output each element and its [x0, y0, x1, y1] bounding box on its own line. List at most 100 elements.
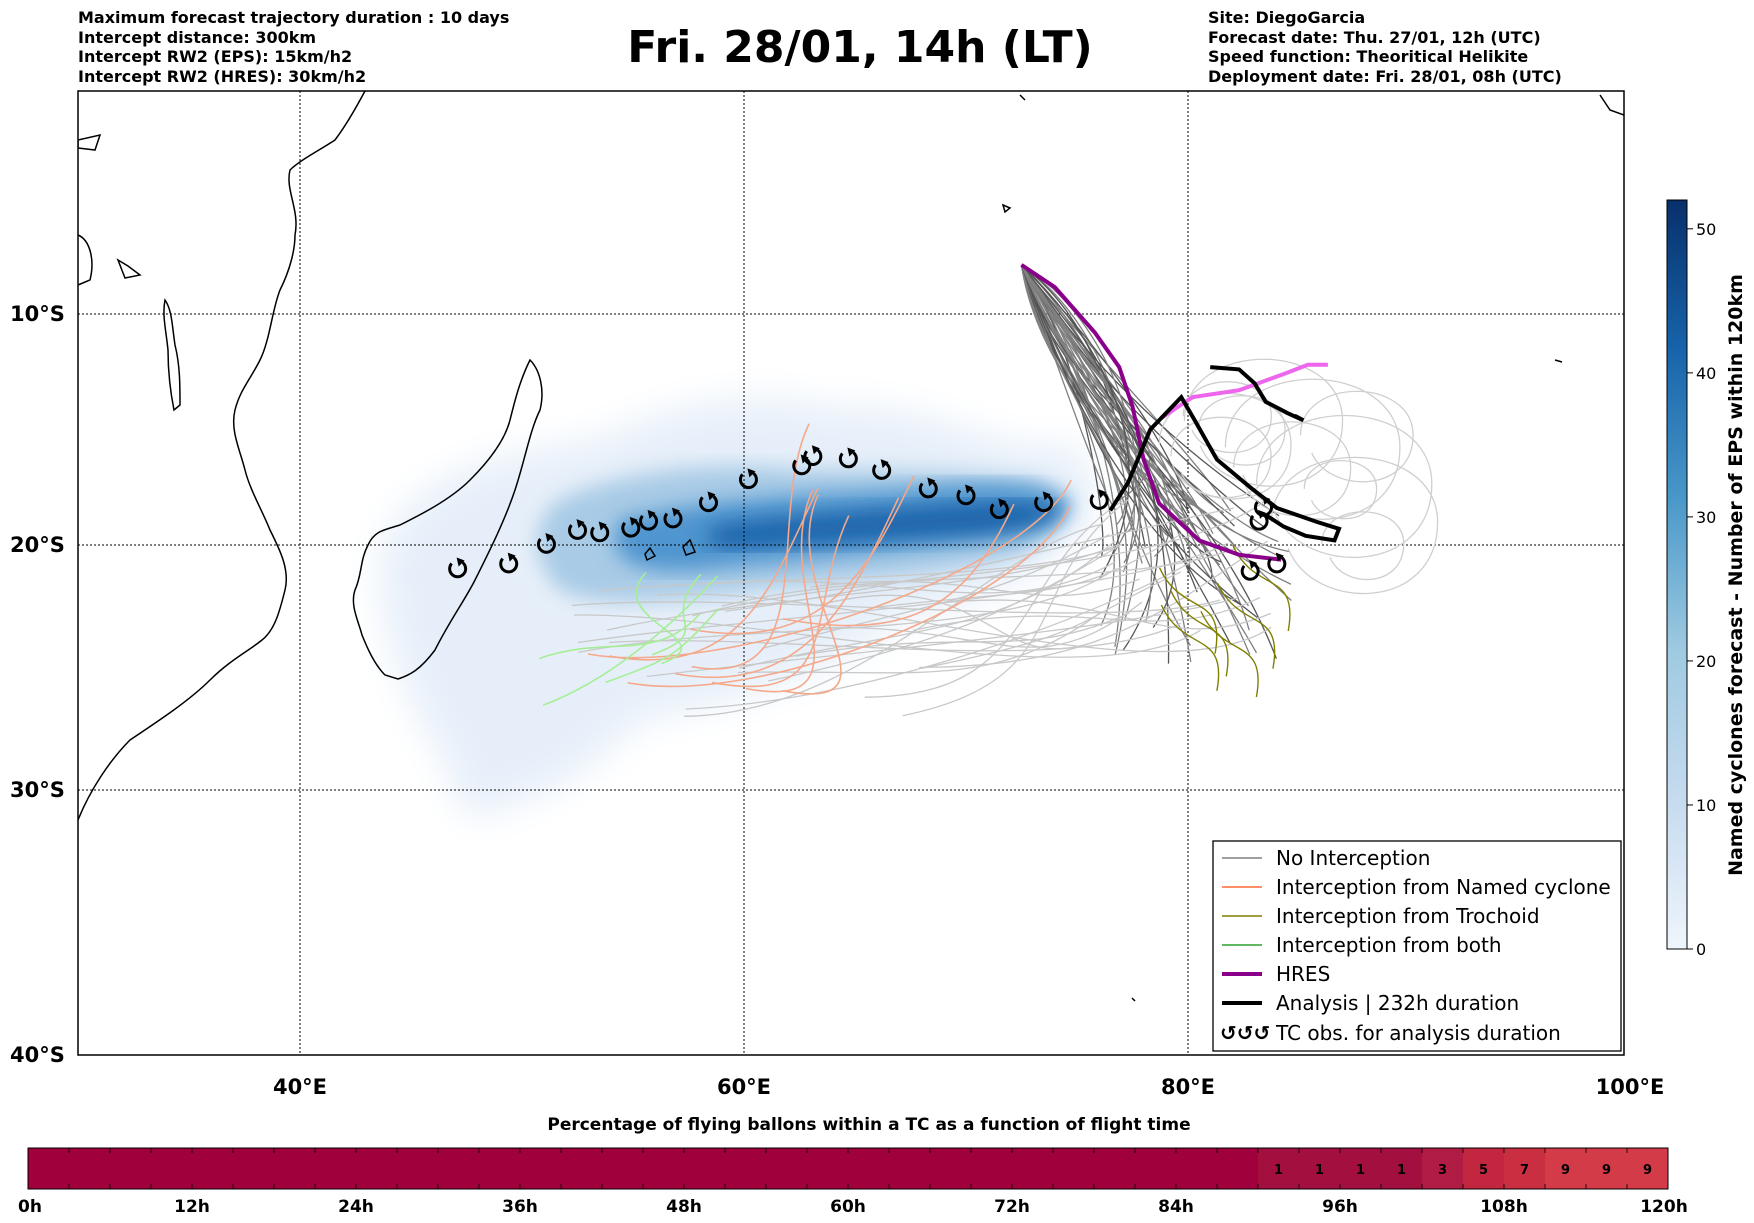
- flight-time-bar-ticks: 0h 12h 24h 36h 48h 60h 72h 84h 96h 108h 120h: [18, 1197, 1688, 1217]
- lat-label: 10°S: [10, 302, 65, 326]
- trajectory-line: [737, 611, 1103, 674]
- cyclone-icon: [1240, 559, 1260, 581]
- hres-track: [1020, 263, 1282, 562]
- flight-time-cell: [1627, 1148, 1668, 1189]
- island-coastline: [116, 258, 142, 279]
- trajectory-line: [1200, 610, 1259, 698]
- lake-coastline: [163, 298, 181, 412]
- trajectory-line: [598, 547, 1116, 592]
- flight-time-cell: [1340, 1148, 1381, 1189]
- flight-time-cell-label: 5: [1479, 1163, 1488, 1178]
- trajectory-line: [938, 599, 1272, 630]
- trajectory-line: [1182, 381, 1272, 454]
- flight-time-cell-label: 9: [1602, 1163, 1611, 1178]
- cyclone-icon: [1254, 496, 1273, 517]
- trajectory-line: [1233, 421, 1352, 517]
- flight-time-bar-cells: 1 1 1 1 3 5 7 9 9 9: [1258, 1148, 1668, 1189]
- cyclone-icon: [537, 533, 556, 554]
- trajectory-line: [782, 494, 842, 695]
- flight-time-cell-label: 1: [1274, 1163, 1283, 1178]
- colorbar-tick-label: 0: [1696, 940, 1706, 959]
- colorbar-tick-label: 40: [1696, 364, 1716, 383]
- flight-time-cell: [1299, 1148, 1340, 1189]
- lon-label: 100°E: [1596, 1075, 1665, 1099]
- lon-label: 60°E: [717, 1075, 771, 1099]
- trajectory-line: [651, 573, 702, 656]
- legend-box: [1212, 840, 1622, 1052]
- page-title: Fri. 28/01, 14h (LT): [627, 22, 1093, 73]
- header-left-line: Intercept distance: 300km: [78, 27, 317, 47]
- colorbar-tick-label: 10: [1696, 796, 1716, 815]
- legend-label: Interception from Named cyclone: [1276, 875, 1611, 899]
- trajectory-line: [675, 497, 900, 679]
- flight-time-tick-label: 108h: [1480, 1197, 1528, 1217]
- flight-time-bar: Percentage of flying ballons within a TC…: [18, 1115, 1688, 1217]
- flight-time-cell-label: 9: [1561, 1163, 1570, 1178]
- hres-track-alt: [1160, 362, 1328, 420]
- arabia-coastline: [78, 133, 102, 151]
- map-panel: [78, 91, 1624, 1055]
- trajectory-line: [657, 593, 1272, 653]
- trajectory-line: [711, 515, 850, 688]
- cyclone-icon: [1089, 489, 1109, 510]
- colorbar-tick-label: 30: [1696, 508, 1716, 527]
- trajectory-line: [1021, 264, 1130, 580]
- flight-time-tick-label: 72h: [994, 1197, 1030, 1217]
- colorbar-title: Named cyclones forecast - Number of EPS …: [1725, 274, 1747, 876]
- trajectory-line: [691, 423, 810, 670]
- trajectory-line: [1321, 511, 1405, 581]
- legend-label: Analysis | 232h duration: [1276, 991, 1519, 1015]
- trajectory-line: [768, 543, 1123, 682]
- trajectory-line: [646, 597, 1238, 678]
- gridlines: [78, 91, 1624, 1055]
- colorbar-tick-label: 50: [1696, 220, 1716, 239]
- header-left-line: Maximum forecast trajectory duration : 1…: [78, 8, 510, 27]
- cyclone-icon: [918, 477, 938, 499]
- flight-time-cell-label: 9: [1643, 1163, 1652, 1178]
- flight-time-cell-label: 7: [1520, 1163, 1529, 1178]
- trajectory-line: [609, 622, 1182, 652]
- trajectory-line: [684, 523, 1103, 717]
- trajectory-line: [1256, 415, 1433, 559]
- trajectory-line: [721, 545, 1242, 607]
- trajectory-line: [605, 608, 720, 684]
- flight-time-cell-label: 1: [1315, 1163, 1324, 1178]
- trajectory-line: [1020, 264, 1258, 618]
- trajectory-line: [819, 601, 1143, 648]
- reunion-coastline: [682, 538, 697, 556]
- india-coastline: [1599, 94, 1624, 116]
- trajectory-line: [692, 498, 1269, 617]
- header-left-info: Maximum forecast trajectory duration : 1…: [78, 8, 509, 86]
- trajectory-line: [1299, 390, 1414, 483]
- cyclone-icon: [590, 521, 610, 543]
- coastlines: [78, 91, 1624, 1002]
- flight-time-bar-frame: [27, 1147, 1669, 1190]
- trajectory-line: [1303, 460, 1378, 520]
- cyclone-icon: [803, 445, 823, 466]
- trajectory-line: [571, 599, 1221, 614]
- trajectory-line: [1020, 264, 1222, 563]
- lat-label: 20°S: [10, 533, 65, 557]
- trajectory-line: [864, 500, 1124, 698]
- header-right-line: Site: DiegoGarcia: [1208, 8, 1366, 27]
- flight-time-bar-minor-ticks: [27, 1148, 1669, 1189]
- trajectory-line: [606, 543, 1120, 631]
- lon-axis-labels: 40°E 60°E 80°E 100°E: [273, 1075, 1664, 1099]
- trajectory-line: [795, 612, 1130, 657]
- header-left-line: Intercept RW2 (HRES): 30km/h2: [78, 66, 367, 86]
- island-coastline: [1554, 359, 1563, 363]
- trajectory-line: [609, 487, 819, 661]
- cyclone-icon: [956, 484, 976, 506]
- flight-time-cell-label: 1: [1356, 1163, 1365, 1178]
- lon-label: 40°E: [273, 1075, 327, 1099]
- island-coastline: [1019, 94, 1026, 101]
- trajectory-line: [690, 475, 915, 635]
- trajectory-line: [745, 489, 815, 693]
- cyclone-icon: [621, 516, 641, 538]
- flight-time-cell: [1463, 1148, 1504, 1189]
- legend-label: Interception from both: [1276, 933, 1502, 957]
- trajectory-line: [810, 578, 1140, 597]
- header-right-info: Site: DiegoGarcia Forecast date: Thu. 27…: [1208, 8, 1562, 86]
- trajectory-line: [1021, 264, 1146, 547]
- analysis-track: [1210, 365, 1305, 423]
